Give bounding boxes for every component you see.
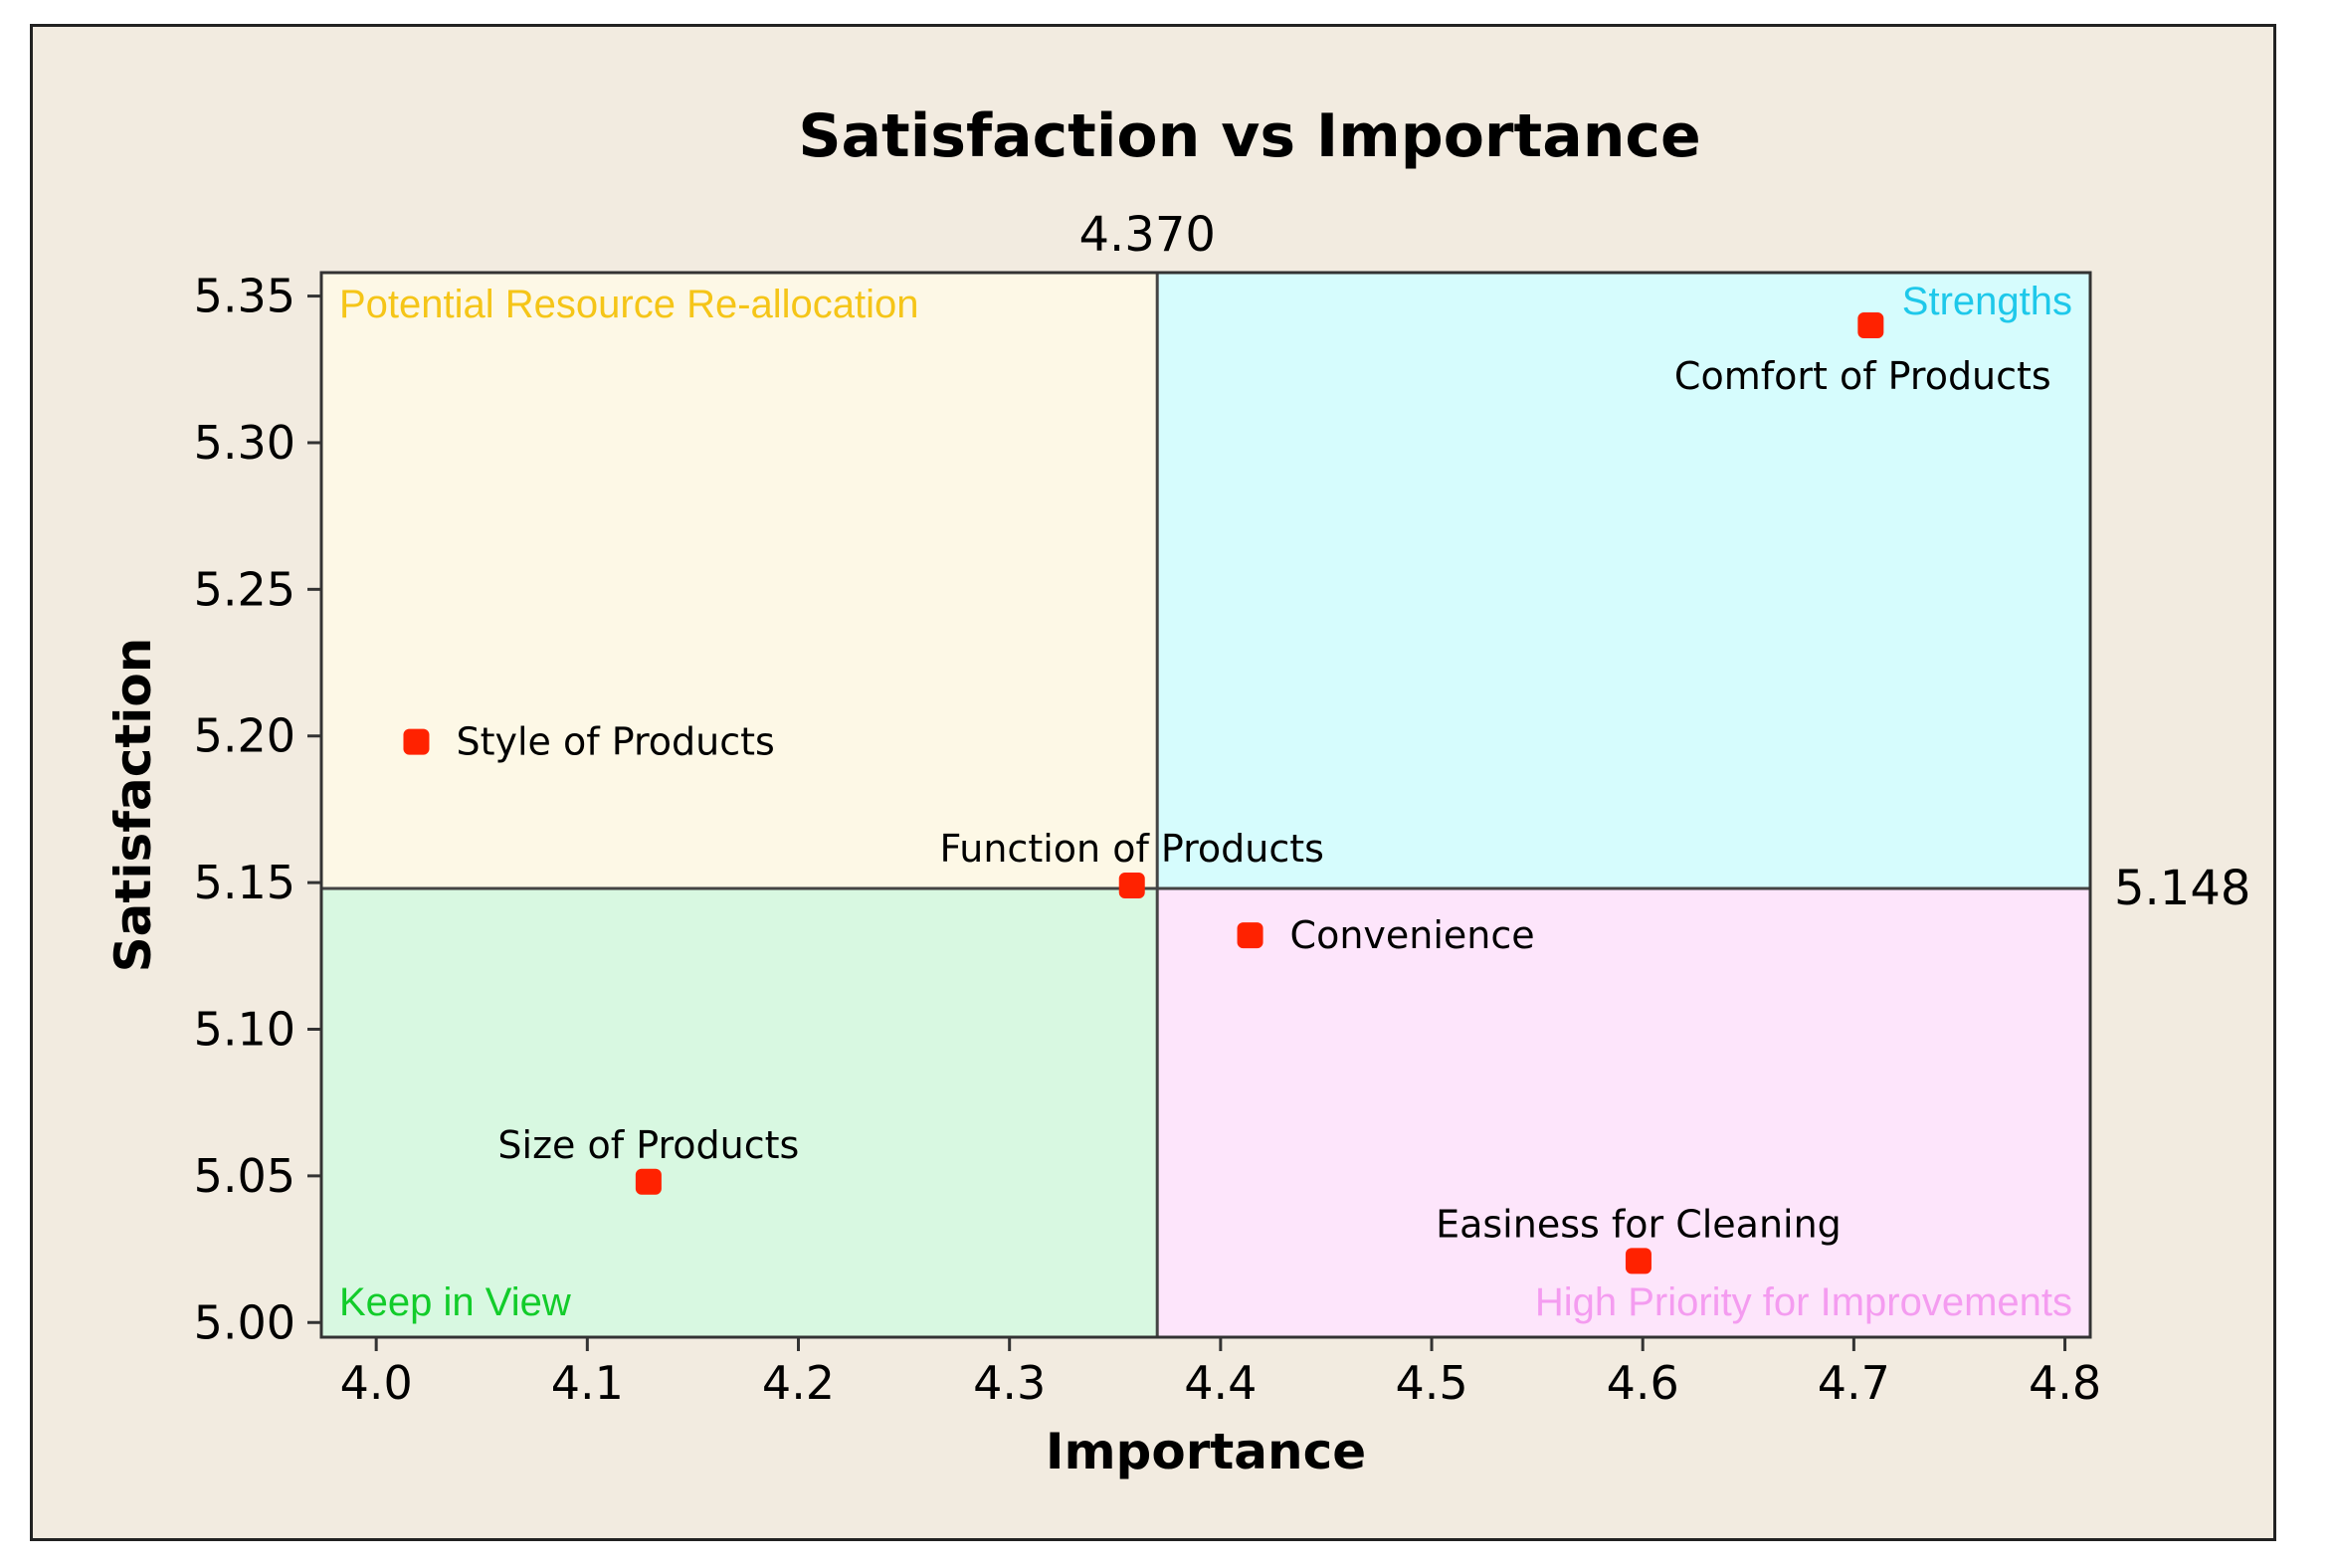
quadrant-label-bottom-right: High Priority for Improvements xyxy=(1535,1280,2072,1324)
scatter-chart: Potential Resource Re-allocation Strength… xyxy=(104,101,2250,1480)
chart-title: Satisfaction vs Importance xyxy=(798,101,1700,171)
y-tick-label: 5.00 xyxy=(194,1295,295,1349)
quadrant-bottom-right xyxy=(1157,888,2090,1337)
quadrant-top-right xyxy=(1157,273,2090,889)
chart-frame: Potential Resource Re-allocation Strength… xyxy=(30,24,2276,1541)
y-tick-label: 5.35 xyxy=(194,270,295,323)
plot-border xyxy=(319,271,2092,1339)
x-tick-label: 4.5 xyxy=(1395,1356,1467,1410)
x-tick-label: 4.8 xyxy=(2029,1356,2101,1410)
quadrant-top-left xyxy=(321,273,1158,889)
data-point xyxy=(403,728,430,755)
quadrant-label-top-left: Potential Resource Re-allocation xyxy=(339,283,919,326)
ref-x-label: 4.370 xyxy=(1078,207,1215,263)
data-point-label: Convenience xyxy=(1290,913,1535,957)
quadrant-label-top-right: Strengths xyxy=(1902,280,2072,323)
data-point-label: Size of Products xyxy=(497,1123,799,1167)
x-tick-label: 4.7 xyxy=(1818,1356,1890,1410)
x-tick-label: 4.6 xyxy=(1607,1356,1679,1410)
data-point-label: Easiness for Cleaning xyxy=(1436,1202,1842,1246)
y-tick-label: 5.15 xyxy=(194,856,295,909)
data-point xyxy=(1857,312,1884,339)
ref-y-label: 5.148 xyxy=(2114,861,2250,916)
x-tick-label: 4.3 xyxy=(973,1356,1046,1410)
y-axis-title: Satisfaction xyxy=(104,638,162,973)
data-point-label: Function of Products xyxy=(939,827,1324,871)
y-tick-label: 5.10 xyxy=(194,1002,295,1056)
quadrant-bottom-left xyxy=(321,888,1158,1337)
data-point xyxy=(1118,873,1145,899)
x-tick-label: 4.0 xyxy=(340,1356,413,1410)
y-tick-label: 5.25 xyxy=(194,562,295,616)
x-tick-label: 4.4 xyxy=(1184,1356,1257,1410)
data-point-label: Style of Products xyxy=(456,720,774,764)
x-axis-title: Importance xyxy=(1046,1423,1366,1480)
y-tick-label: 5.05 xyxy=(194,1149,295,1203)
y-tick-label: 5.20 xyxy=(194,709,295,763)
data-point-label: Comfort of Products xyxy=(1674,354,2051,398)
quadrant-label-bottom-left: Keep in View xyxy=(339,1280,571,1324)
y-tick-label: 5.30 xyxy=(194,416,295,470)
data-point xyxy=(635,1168,662,1195)
data-point xyxy=(1237,922,1263,949)
x-tick-label: 4.2 xyxy=(762,1356,835,1410)
data-point xyxy=(1625,1248,1652,1274)
x-tick-label: 4.1 xyxy=(551,1356,624,1410)
